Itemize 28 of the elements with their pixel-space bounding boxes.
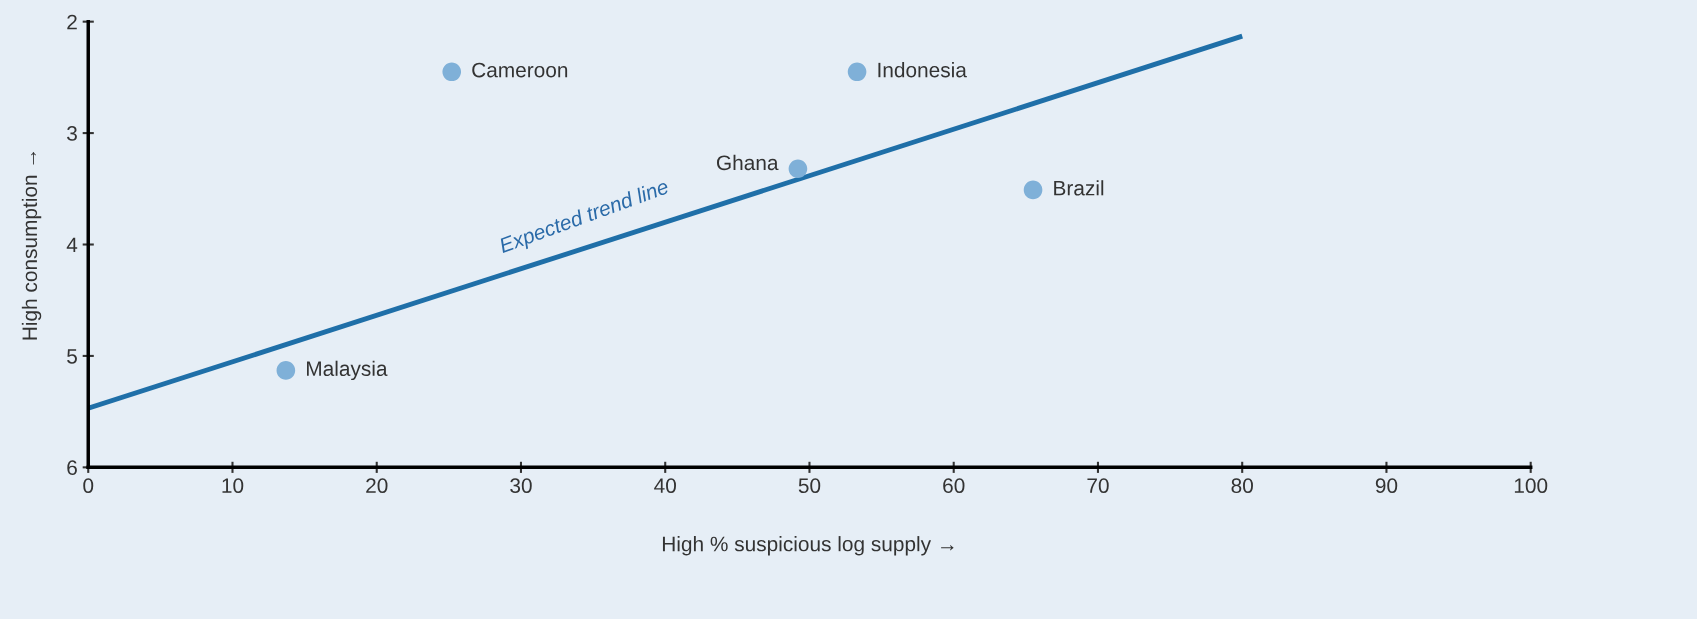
point bbox=[788, 159, 808, 179]
x-tick-label: 10 bbox=[222, 478, 244, 494]
y-tick-label: 3 bbox=[67, 126, 77, 141]
y-axis-title: High consumption → bbox=[21, 152, 42, 340]
x-tick-label: 40 bbox=[654, 478, 676, 494]
x-tick-label: 0 bbox=[83, 478, 94, 494]
annotation: Cameroon bbox=[472, 62, 568, 78]
annotation: Malaysia bbox=[307, 360, 388, 381]
x-tick-label: 70 bbox=[1087, 478, 1109, 494]
annotation: Indonesia bbox=[878, 62, 967, 78]
x-tick-label: 60 bbox=[943, 478, 965, 494]
point bbox=[276, 361, 296, 380]
x-tick-label: 20 bbox=[366, 478, 388, 494]
x-tick-label: 100 bbox=[1514, 478, 1548, 494]
point bbox=[847, 62, 867, 82]
y-tick-label: 6 bbox=[67, 460, 77, 476]
x-tick-label: 30 bbox=[510, 478, 532, 494]
point bbox=[442, 62, 462, 82]
x-axis-title: High % suspicious log supply → bbox=[662, 536, 954, 556]
point bbox=[1023, 180, 1043, 200]
y-tick-label: 2 bbox=[67, 14, 77, 30]
annotation: Brazil bbox=[1054, 180, 1104, 196]
x-tick-label: 80 bbox=[1231, 478, 1253, 494]
x-tick-label: 50 bbox=[798, 478, 821, 494]
y-tick-label: 4 bbox=[66, 237, 78, 253]
x-tick-label: 90 bbox=[1375, 478, 1398, 494]
annotation: Ghana bbox=[716, 154, 779, 171]
y-tick-label: 5 bbox=[67, 349, 77, 364]
